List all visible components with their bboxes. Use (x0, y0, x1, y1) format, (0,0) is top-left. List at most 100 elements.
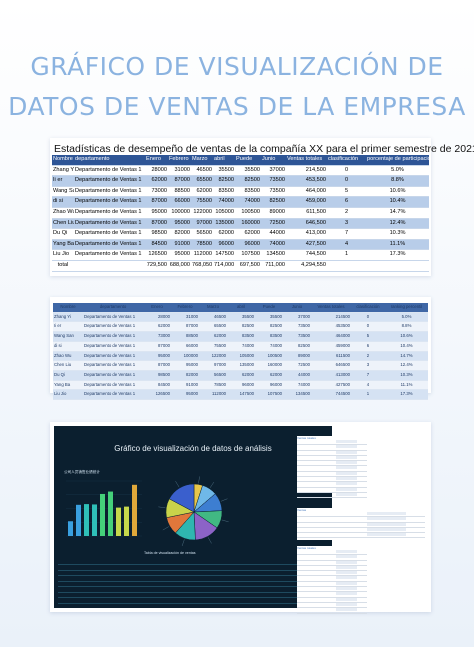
table-cell: 10.6% (366, 186, 429, 198)
table-cell: 100000 (168, 207, 191, 219)
table-cell: 82500 (227, 321, 255, 333)
table-cell: 37000 (283, 312, 311, 323)
table-cell: 62000 (227, 370, 255, 381)
table-cell: Enero (143, 303, 171, 313)
table-cell: Febrero (171, 303, 199, 313)
table-cell: clasificación (351, 303, 385, 313)
side-sheet-row (297, 608, 367, 614)
table-cell: abril (227, 303, 255, 313)
table-cell: 646500 (311, 360, 351, 371)
sales-table-preview-1[interactable]: Estadísticas de desempeño de ventas de l… (50, 138, 474, 276)
table-cell: 62000 (235, 228, 261, 240)
table-cell: 98500 (143, 370, 171, 381)
table-cell: 89000 (261, 207, 286, 219)
table-cell: Departamento de Ventas 1 (83, 312, 143, 323)
pie-leader (207, 537, 212, 544)
table-cell: 107500 (235, 249, 261, 261)
table-cell: 744,500 (286, 249, 327, 261)
table-caption: Estadísticas de desempeño de ventas de l… (54, 143, 474, 155)
bar-mark (108, 491, 113, 536)
table-cell: 214500 (311, 312, 351, 323)
table-cell: 74000 (213, 196, 235, 208)
pie-leader (198, 476, 200, 484)
table-cell: 646,500 (286, 218, 327, 230)
table-cell: 66000 (171, 341, 199, 352)
table-cell: abril (213, 155, 235, 166)
pie-leader (220, 498, 228, 502)
table-cell: 31000 (171, 312, 199, 323)
side-sheet-cell (335, 602, 357, 606)
table-cell: 74000 (261, 239, 286, 251)
table-cell: 95000 (171, 389, 199, 401)
table-cell: 91000 (171, 380, 199, 391)
side-sheet-cell (335, 587, 357, 591)
dashboard-preview[interactable]: Gráfico de visualización de datos de aná… (50, 422, 431, 614)
table-cell: clasificación (327, 155, 366, 166)
side-sheet-cell (335, 581, 357, 585)
table-cell: 35500 (235, 165, 261, 177)
side-sheet-row (297, 592, 367, 598)
table-cell: 88500 (171, 331, 199, 342)
side-sheet-row (297, 602, 367, 609)
table-cell: 88500 (168, 186, 191, 198)
table-cell: 62000 (191, 186, 213, 198)
bar-mark (76, 504, 81, 536)
table-cell: 17.3% (366, 249, 429, 261)
table-cell: 1 (327, 249, 366, 261)
table-cell: 768,050 (191, 260, 213, 272)
table-cell: 688,000 (168, 260, 191, 272)
table-cell: 28000 (143, 312, 171, 323)
side-sheet-row (297, 587, 367, 593)
table-cell: 72500 (261, 218, 286, 230)
table-cell: 4,294,550 (286, 260, 327, 272)
table-cell: 7 (327, 228, 366, 240)
pie-slice (168, 483, 195, 513)
table-cell: 453500 (311, 321, 351, 333)
pie-leader (158, 506, 166, 509)
table-cell: 14.7% (366, 207, 429, 219)
table-row: Zhang Yi Departamento de Ventas 1 28000 310… (52, 165, 429, 177)
table-cell: Zhang Yi (53, 312, 83, 323)
side-sheet-row (297, 466, 367, 472)
table-cell: 73000 (143, 331, 171, 342)
table-cell: 37000 (261, 165, 286, 177)
table-cell: 89000 (283, 351, 311, 362)
dashboard-table (58, 560, 328, 604)
side-sheet-row (297, 461, 367, 467)
table-cell: 464000 (311, 331, 351, 342)
side-sheet-cell (335, 477, 357, 481)
table-row: di si Departamento de Ventas 1 87000 66000 7… (52, 196, 429, 208)
side-sheet-cell (335, 565, 357, 569)
table-cell: 95000 (168, 249, 191, 261)
sales-table-preview-2[interactable]: Nombre departamento Enero Febrero Marzo abril… (50, 297, 431, 401)
table-cell: Yang Ba (52, 239, 74, 251)
table-cell: Marzo (199, 303, 227, 313)
table-cell: 78500 (191, 239, 213, 251)
bar-chart-caption: 公司人员销售业绩统计 (64, 470, 100, 474)
side-sheet-cell (335, 450, 357, 454)
table-cell: Departamento de Ventas 1 (74, 175, 145, 187)
table-cell: Yang Ba (53, 380, 83, 391)
table-cell: 729,500 (145, 260, 168, 272)
side-sheet-cell (335, 576, 357, 580)
table-cell: Puede (255, 303, 283, 313)
side-sheet-rows (297, 550, 367, 614)
side-sheet-cell (335, 592, 357, 596)
table-cell: Wang San (53, 331, 83, 342)
side-sheet-row (297, 445, 367, 451)
table-cell: 0 (327, 175, 366, 187)
table-cell: Departamento de Ventas 1 (83, 321, 143, 333)
table-cell: 214,500 (286, 165, 327, 177)
table-cell: 73500 (261, 175, 286, 187)
table-cell: 75500 (199, 341, 227, 352)
table-cell: 105000 (213, 207, 235, 219)
table-cell: 95000 (145, 207, 168, 219)
table-cell: 97000 (199, 360, 227, 371)
table-cell: porcentaje de participación (366, 155, 429, 166)
table-cell: 427500 (311, 380, 351, 391)
side-sheet-cell (335, 560, 357, 564)
table-cell: 84500 (145, 239, 168, 251)
table-row: Chen Liu Departamento de Ventas 1 87000 950… (52, 218, 429, 230)
table-cell: Departamento de Ventas 1 (83, 380, 143, 391)
side-sheet-row (297, 440, 367, 446)
